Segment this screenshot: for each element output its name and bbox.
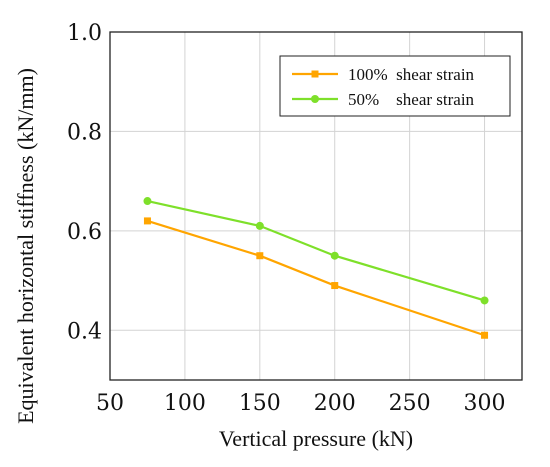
y-tick-label: 0.4 xyxy=(67,319,102,344)
legend-box xyxy=(279,55,511,117)
data-point-square xyxy=(143,217,151,225)
legend-marker-circle xyxy=(311,95,319,103)
series-line xyxy=(147,199,485,302)
x-tick-label: 250 xyxy=(389,391,431,416)
y-tick-label: 1.0 xyxy=(67,21,102,46)
tick-labels: 50 100 150 200 250 300 0.4 0.6 0.8 1.0 xyxy=(67,21,506,416)
x-tick-label: 200 xyxy=(314,391,356,416)
data-point-circle xyxy=(480,296,489,305)
y-tick-label: 0.6 xyxy=(67,220,102,245)
legend-label: 100% shear strain xyxy=(348,65,475,84)
y-tick-label: 0.8 xyxy=(67,120,102,145)
series-layer xyxy=(143,197,489,339)
x-tick-label: 50 xyxy=(96,391,124,416)
legend-marker-square xyxy=(311,70,319,78)
x-tick-label: 300 xyxy=(464,391,506,416)
x-tick-label: 100 xyxy=(164,391,206,416)
legend: 100% shear strain 50% shear strain xyxy=(279,55,511,117)
series-line xyxy=(147,219,485,337)
legend-items: 100% shear strain 50% shear strain xyxy=(292,65,475,109)
data-point-square xyxy=(481,331,489,339)
legend-label: 50% shear strain xyxy=(348,90,475,109)
data-point-circle xyxy=(143,197,152,206)
data-point-square xyxy=(331,282,339,290)
x-tick-label: 150 xyxy=(239,391,281,416)
data-point-square xyxy=(256,252,264,260)
data-point-circle xyxy=(255,221,264,230)
plot-frame xyxy=(109,31,523,381)
y-axis-title: Equivalent horizontal stiffness (kN/mm) xyxy=(13,68,38,424)
data-point-circle xyxy=(330,251,339,260)
x-axis-title: Vertical pressure (kN) xyxy=(219,426,413,451)
